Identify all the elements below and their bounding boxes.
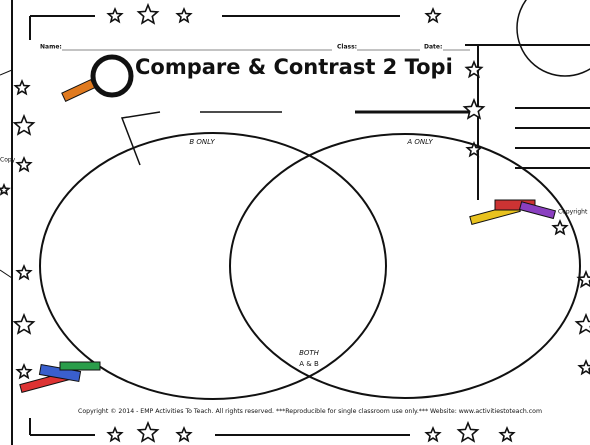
class-label: Class: xyxy=(337,44,357,51)
venn-label: BOTH xyxy=(299,349,320,357)
venn-label: A & B xyxy=(299,360,319,368)
copyright: Copyright © 2014 - EMP Activities To Tea… xyxy=(78,407,542,415)
name-label: Name: xyxy=(40,44,62,51)
date-label: Date: xyxy=(424,44,442,51)
venn-label: A ONLY xyxy=(406,138,433,146)
worksheet: Copy Copyright Name: Class: Date: Compar… xyxy=(0,0,590,445)
left-page-text: Copy xyxy=(0,157,16,164)
title: Compare & Contrast 2 Topi xyxy=(135,55,453,79)
venn-label: B ONLY xyxy=(189,138,215,146)
